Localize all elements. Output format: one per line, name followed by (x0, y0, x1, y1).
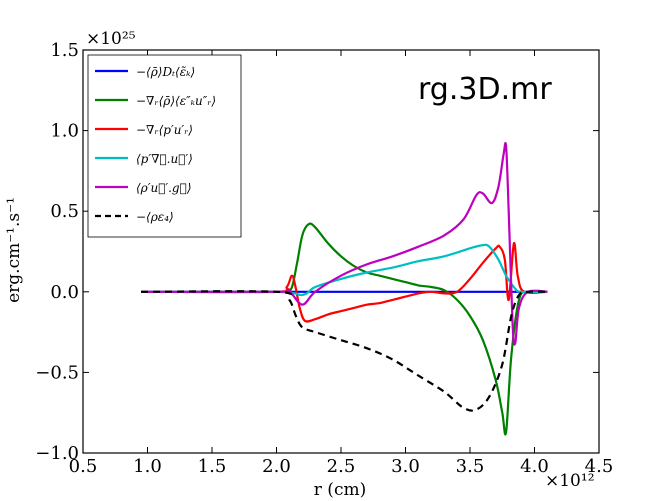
x-tick-label: 1.5 (198, 456, 227, 477)
x-tick-label: 1.0 (133, 456, 162, 477)
run-annotation: rg.3D.mr (418, 72, 552, 107)
x-tick-label: 4.5 (585, 456, 614, 477)
y-axis-label: erg.cm⁻¹.s⁻¹ (4, 197, 24, 303)
legend-label-4: ⟨p′∇⃗.u⃗′⟩ (136, 152, 193, 166)
series-group (141, 141, 548, 436)
legend-label-1: −⟨ρ̄⟩Dₜ⟨ε̃ₖ⟩ (136, 65, 195, 79)
legend-box (87, 54, 242, 238)
y-tick-label: 0.5 (50, 201, 79, 222)
x-tick-label: 3.0 (391, 456, 420, 477)
series-line-3 (141, 242, 548, 323)
x-tick-label: 4.0 (520, 456, 549, 477)
series-line-4 (141, 243, 548, 297)
x-tick-label: 0.5 (69, 456, 98, 477)
series-line-6 (141, 290, 548, 412)
legend-label-2: −∇ᵣ⟨ρ̄⟩⟨ε″ₖu″ᵣ⟩ (136, 94, 216, 108)
tick-labels: 0.5 1.0 1.5 2.0 2.5 3.0 3.5 4.0 4.5 −1.0 −0.5 0.0 0.… (35, 40, 613, 477)
legend-label-3: −∇ᵣ⟨p′u′ᵣ⟩ (136, 123, 193, 137)
x-axis-label: r (cm) (314, 480, 366, 500)
y-tick-label: 1.0 (50, 121, 79, 142)
y-multiplier: ×10²⁵ (86, 29, 136, 49)
legend: −⟨ρ̄⟩Dₜ⟨ε̃ₖ⟩ −∇ᵣ⟨ρ̄⟩⟨ε″ₖu″ᵣ⟩ −∇ᵣ⟨p′u′ᵣ⟩ ⟨p′… (95, 65, 216, 224)
x-tick-label: 2.0 (262, 456, 291, 477)
series-line-5 (141, 141, 548, 346)
y-tick-label: −0.5 (35, 362, 79, 383)
x-tick-label: 3.5 (456, 456, 485, 477)
legend-label-6: −⟨ρε₄⟩ (136, 210, 174, 224)
series-line-2 (141, 222, 548, 436)
y-tick-label: −1.0 (35, 443, 79, 464)
y-tick-label: 1.5 (50, 40, 79, 61)
legend-label-5: ⟨ρ′u⃗′.g⃗⟩ (136, 181, 192, 195)
y-tick-label: 0.0 (50, 282, 79, 303)
x-multiplier: ×10¹² (545, 471, 595, 491)
x-tick-label: 2.5 (327, 456, 356, 477)
